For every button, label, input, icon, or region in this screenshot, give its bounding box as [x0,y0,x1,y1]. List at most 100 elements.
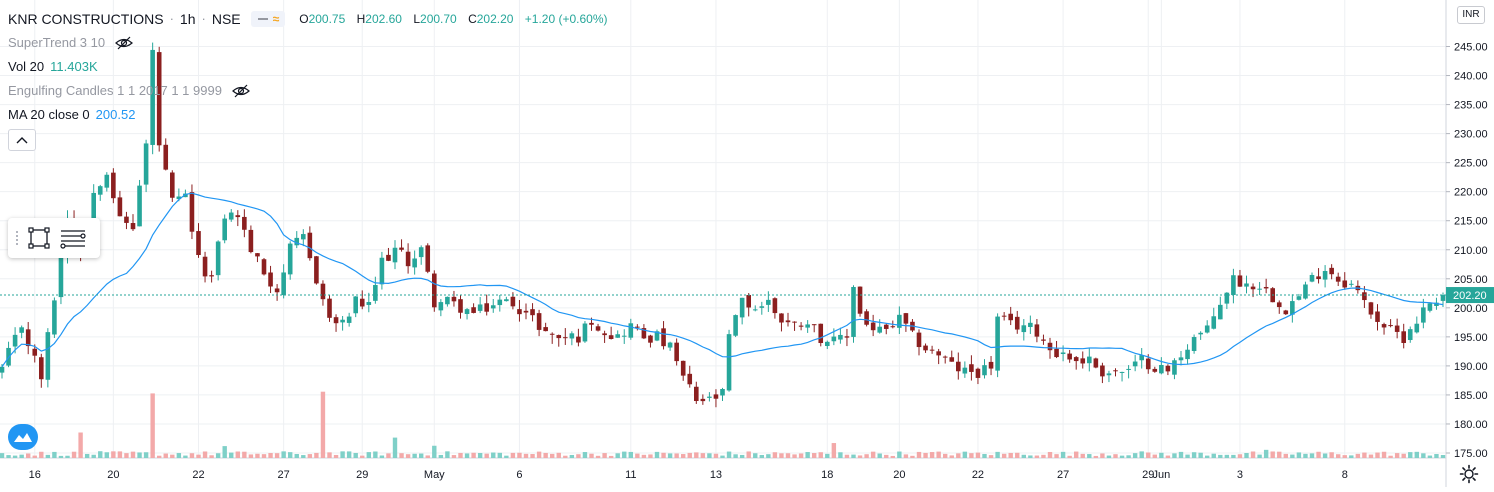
volume-bar [1093,455,1099,458]
volume-bar [1047,451,1053,458]
candle-body [261,259,267,275]
rectangle-tool-button[interactable] [22,221,56,255]
candle-body [1152,368,1158,372]
candle-body [549,333,555,335]
indicator-ma[interactable]: MA 20 close 0 200.52 [8,103,616,127]
volume-bar [1394,453,1400,458]
volume-bar [1421,453,1426,458]
volume-bar [576,454,581,458]
collapse-legend-button[interactable] [8,129,36,151]
high-value: 202.60 [365,12,402,26]
volume-bar [229,452,234,458]
candle [12,327,18,354]
candle-body [870,322,876,331]
candle [117,190,123,217]
volume-bar [766,454,771,458]
supertrend-label: SuperTrend 3 10 [8,35,106,50]
volume-bar [870,451,876,458]
candle-body [621,335,627,337]
candle-body [890,326,896,328]
candle [621,329,627,344]
gear-icon[interactable] [1459,464,1479,484]
candle [497,294,503,312]
indicator-supertrend[interactable]: SuperTrend 3 10 [8,31,616,55]
candle [314,255,319,285]
candle [1191,334,1197,354]
candle [877,319,882,334]
candle-body [58,255,64,298]
interval[interactable]: 1h [179,11,196,27]
drag-handle[interactable] [12,231,22,245]
candle [1231,268,1236,304]
candle-body [1145,358,1151,370]
volume-bar [261,454,267,458]
candle-body [451,296,457,302]
candle-body [517,309,522,315]
hidden-eye-icon[interactable] [115,36,134,50]
time-tick-label: 29 [1142,469,1154,481]
candle-body [327,298,332,318]
volume-bar [392,437,398,458]
volume-bar [523,453,529,458]
candle [1421,298,1426,329]
chart-style-toggle[interactable]: ≈ [250,11,286,27]
time-tick-label: 22 [972,469,984,481]
candle [1244,275,1249,294]
candle [772,297,778,319]
candle-body [1034,324,1040,337]
price-tick-label: 235.00 [1454,100,1488,112]
candle-body [1368,302,1374,315]
candle [923,343,928,353]
volume-bar [202,451,208,458]
price-tick-label: 190.00 [1454,361,1488,373]
volume-bar [222,446,227,458]
candle-body [975,368,981,378]
candle [628,318,634,340]
volume-bar [1021,454,1026,458]
volume-bar [1401,453,1406,458]
volume-bar [1185,454,1190,458]
candle [301,229,306,247]
candle [1021,319,1027,341]
candle-body [831,336,837,342]
chevron-up-icon [16,137,28,144]
candle [1263,278,1269,294]
volume-bar [432,445,437,458]
volume-bar [346,451,352,458]
tradingview-logo[interactable] [8,424,38,450]
candle [1303,281,1308,300]
indicator-volume[interactable]: Vol 20 11.403K [8,55,616,79]
volume-bar [1375,452,1380,458]
volume-bar [12,455,18,458]
volume-bar [733,454,738,458]
price-tick-label: 205.00 [1454,274,1488,286]
symbol-row: KNR CONSTRUCTIONS · 1h · NSE ≈ O200.75 H… [8,7,616,31]
hidden-eye-icon[interactable] [232,84,250,98]
candle [268,265,273,294]
volume-bar [98,451,103,458]
time-tick-label: Jun [1152,469,1170,481]
candle-body [654,331,660,341]
lines-tool-button[interactable] [56,221,90,255]
candle-body [1290,301,1295,315]
candle-body [1421,307,1426,323]
candle [1375,304,1380,331]
candle [156,46,162,152]
indicator-engulfing[interactable]: Engulfing Candles 1 1 2017 1 1 9999 [8,79,616,103]
volume-bar [379,455,385,458]
candle [1427,302,1433,313]
candle-body [1185,349,1190,360]
candle-body [818,323,824,344]
candle-body [301,234,306,240]
volume-bar [884,454,889,458]
volume-bar [26,453,31,458]
candle [333,314,339,332]
price-tick-label: 230.00 [1454,129,1488,141]
volume-bar [209,455,214,458]
symbol-name[interactable]: KNR CONSTRUCTIONS [8,11,164,27]
currency-label[interactable]: INR [1457,6,1485,24]
volume-bar [1434,454,1439,458]
volume-bar [71,451,77,458]
